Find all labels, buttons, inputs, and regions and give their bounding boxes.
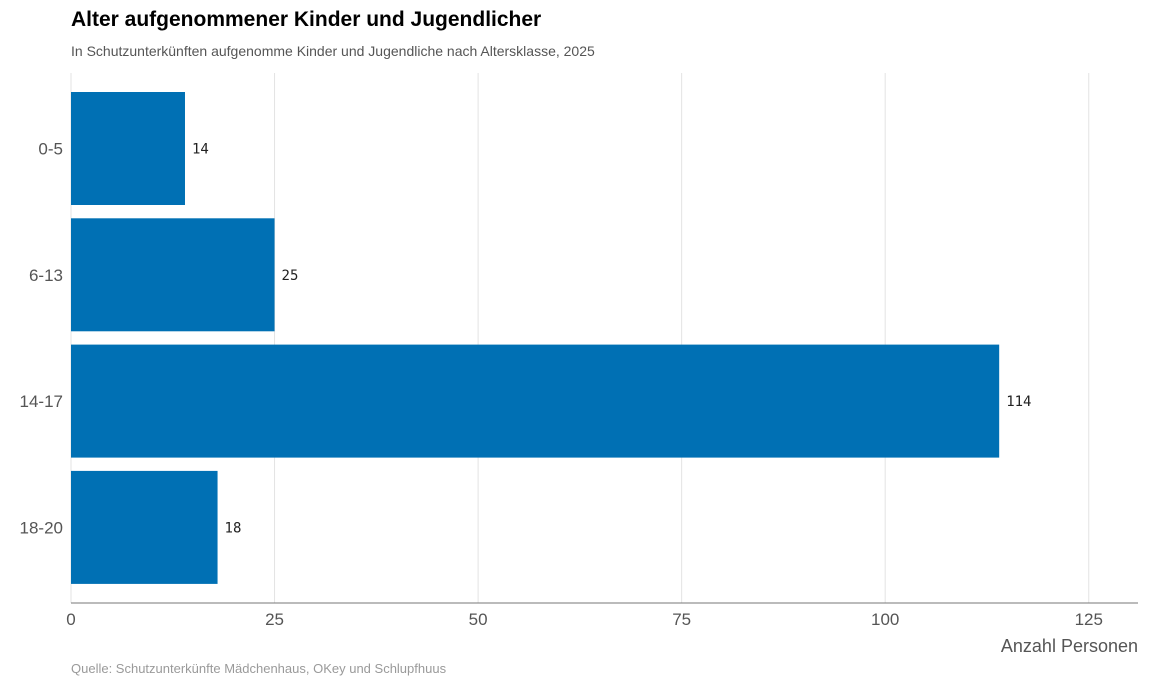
source-note: Quelle: Schutzunterkünfte Mädchenhaus, O… — [71, 661, 447, 676]
x-tick-label: 125 — [1075, 610, 1103, 629]
bar — [71, 344, 1000, 458]
category-label: 0-5 — [38, 140, 63, 159]
bars — [71, 92, 1000, 584]
category-labels: 0-5 6-13 14-17 18-20 — [20, 140, 63, 538]
chart-subtitle: In Schutzunterkünften aufgenomme Kinder … — [71, 43, 595, 59]
bar — [71, 92, 185, 205]
bar — [71, 470, 218, 584]
category-label: 18-20 — [20, 518, 63, 537]
x-tick-label: 50 — [469, 610, 488, 629]
x-tick-labels: 0 25 50 75 100 125 — [66, 610, 1103, 629]
x-tick-label: 25 — [265, 610, 284, 629]
bar — [71, 218, 275, 332]
category-label: 14-17 — [20, 392, 63, 411]
category-label: 6-13 — [29, 266, 63, 285]
x-axis-title: Anzahl Personen — [1001, 636, 1138, 656]
bar-value-label: 18 — [225, 520, 242, 536]
bar-value-label: 25 — [282, 268, 299, 284]
x-tick-label: 100 — [871, 610, 899, 629]
chart-title: Alter aufgenommener Kinder und Jugendlic… — [71, 8, 542, 31]
bar-value-label: 14 — [192, 142, 209, 158]
value-labels: 14 25 114 18 — [192, 142, 1031, 537]
bar-value-label: 114 — [1006, 394, 1031, 410]
x-tick-label: 0 — [66, 610, 75, 629]
x-tick-label: 75 — [672, 610, 691, 629]
